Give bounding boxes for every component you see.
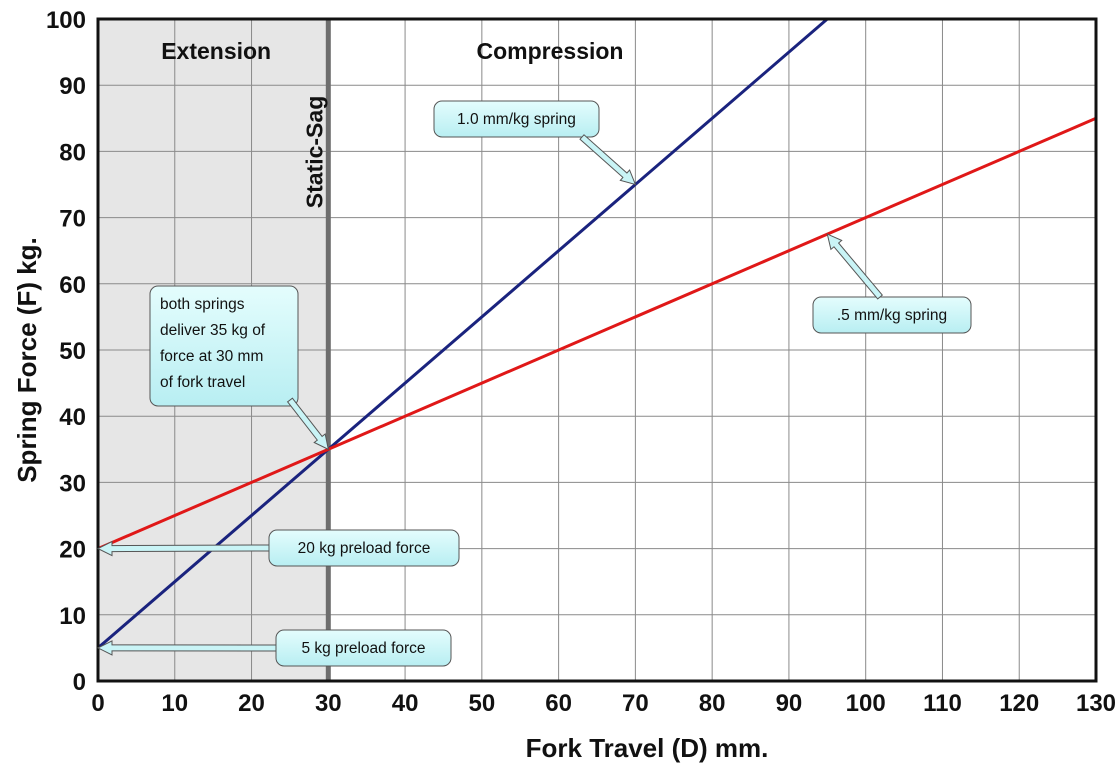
x-tick-label-7: 70 <box>622 690 649 717</box>
annotation-box-2 <box>149 285 299 407</box>
series-line-1 <box>97 116 1097 550</box>
y-tick-label-4: 40 <box>59 404 86 431</box>
annotation-arrow-2 <box>286 397 329 451</box>
x-tick-label-9: 90 <box>776 690 803 717</box>
x-tick-label-0: 0 <box>91 690 104 717</box>
y-tick-label-5: 50 <box>59 338 86 365</box>
y-tick-label-10: 100 <box>46 7 86 34</box>
annotation-box-0 <box>433 100 600 138</box>
annotation-callout-1: .5 mm/kg spring <box>812 233 972 334</box>
y-tick-label-1: 10 <box>59 603 86 630</box>
annotation-arrow-0 <box>579 134 637 186</box>
annotation-callout-2: both springs deliver 35 kg of force at 30 … <box>149 285 329 451</box>
x-tick-label-13: 130 <box>1076 690 1116 717</box>
annotation-text-1: .5 mm/kg spring <box>837 307 947 324</box>
y-tick-label-7: 70 <box>59 206 86 233</box>
annotation-text-4: 5 kg preload force <box>301 640 425 657</box>
x-tick-label-10: 100 <box>846 690 886 717</box>
plot-frame <box>96 17 1098 683</box>
x-tick-label-11: 110 <box>923 690 962 717</box>
x-tick-label-8: 80 <box>699 690 726 717</box>
y-tick-label-6: 60 <box>59 272 86 299</box>
annotation-text-2: both springs deliver 35 kg of force at 30 … <box>160 296 266 391</box>
annotation-arrow-3 <box>96 540 270 557</box>
y-tick-label-3: 30 <box>59 470 86 497</box>
static-sag-label: Static-Sag <box>301 96 327 208</box>
x-tick-label-12: 120 <box>999 690 1039 717</box>
region-label-0: Extension <box>161 38 271 64</box>
x-tick-label-3: 30 <box>315 690 342 717</box>
annotation-callout-3: 20 kg preload force <box>96 529 460 567</box>
y-tick-label-9: 90 <box>59 73 86 100</box>
y-axis-title: Spring Force (F) kg. <box>12 237 42 483</box>
x-tick-label-5: 50 <box>468 690 495 717</box>
series-line-0 <box>97 17 829 650</box>
annotation-box-1 <box>812 296 972 334</box>
annotation-callout-4: 5 kg preload force <box>96 629 452 667</box>
annotation-arrow-4 <box>96 640 277 656</box>
annotation-text-3: 20 kg preload force <box>298 540 431 557</box>
x-tick-label-6: 60 <box>545 690 572 717</box>
annotation-callout-0: 1.0 mm/kg spring <box>433 100 637 186</box>
x-tick-label-2: 20 <box>238 690 265 717</box>
annotation-text-0: 1.0 mm/kg spring <box>457 111 576 128</box>
y-tick-label-2: 20 <box>59 537 86 564</box>
x-tick-label-1: 10 <box>161 690 188 717</box>
x-tick-label-4: 40 <box>392 690 419 717</box>
annotation-arrow-1 <box>826 233 884 300</box>
region-label-1: Compression <box>477 38 624 64</box>
x-axis-title: Fork Travel (D) mm. <box>526 733 769 763</box>
y-tick-label-0: 0 <box>73 669 86 696</box>
y-tick-label-8: 80 <box>59 139 86 166</box>
